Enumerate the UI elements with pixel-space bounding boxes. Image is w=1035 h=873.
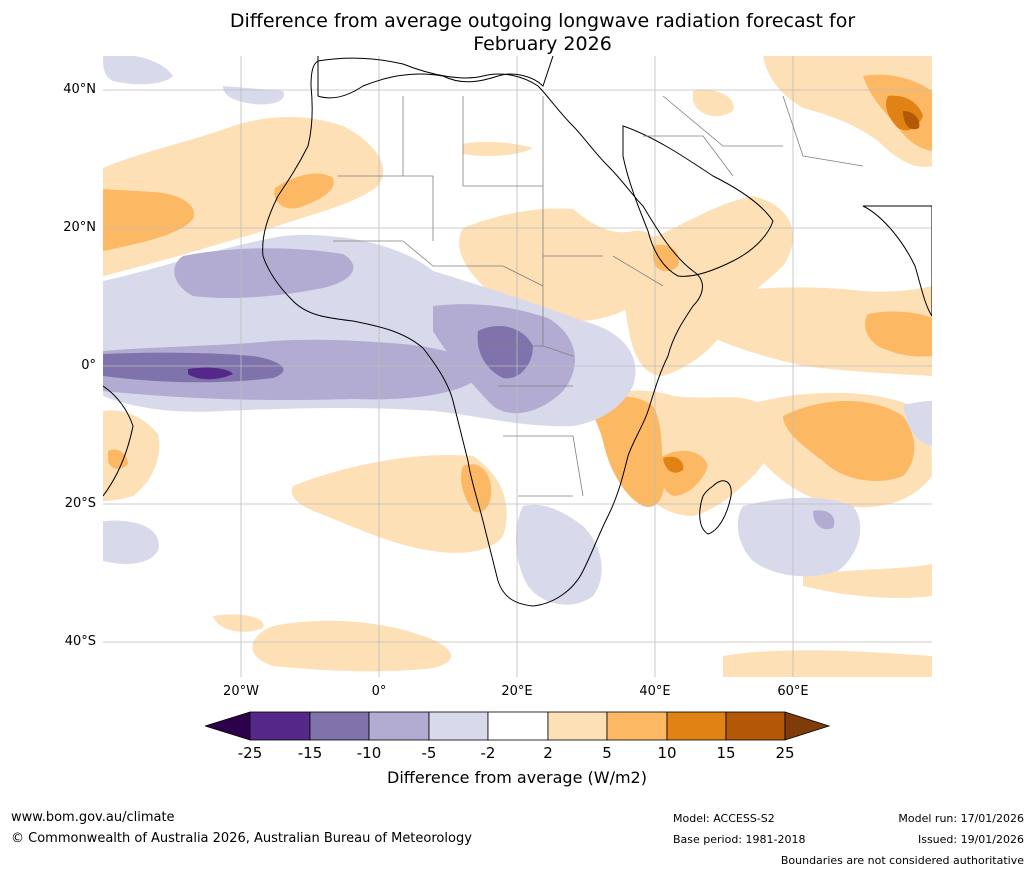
lat-label-40n: 40°N [63, 82, 96, 97]
footer-copyright: © Commonwealth of Australia 2026, Austra… [11, 831, 472, 846]
south-america-coastline [103, 385, 134, 497]
north-atlantic-positive-core [103, 189, 194, 251]
colorbar-segment-9 [725, 711, 786, 741]
footer-model-run: Model run: 17/01/2026 [898, 812, 1024, 825]
colorbar-tick-6: 2 [543, 744, 553, 762]
country-boundaries [333, 95, 864, 497]
lon-label-20w: 20°W [223, 684, 259, 699]
footer-base-period: Base period: 1981-2018 [673, 833, 806, 846]
lat-label-20s: 20°S [64, 496, 96, 511]
coastlines [103, 56, 932, 607]
negative-anomalies [103, 56, 932, 605]
colorbar-tick-1: -25 [237, 744, 263, 762]
colorbar-segment-8 [666, 711, 727, 741]
title-line-2: February 2026 [473, 33, 612, 55]
anomaly-map [103, 56, 932, 677]
lon-label-40e: 40°E [639, 684, 671, 699]
lat-label-0: 0° [81, 358, 96, 373]
colorbar-segment-3 [368, 711, 430, 741]
colorbar-segment-2 [309, 711, 370, 741]
colorbar [205, 711, 831, 741]
lat-label-20n: 20°N [63, 220, 96, 235]
colorbar-tick-10: 25 [775, 744, 795, 762]
africa-coastline [262, 57, 703, 607]
north-atlantic-positive [103, 116, 384, 276]
footer-model: Model: ACCESS-S2 [673, 812, 775, 825]
colorbar-tick-5: -2 [480, 744, 496, 762]
footer-disclaimer: Boundaries are not considered authoritat… [780, 854, 1024, 867]
colorbar-tick-9: 15 [716, 744, 736, 762]
lon-label-20e: 20°E [501, 684, 533, 699]
colorbar-segment-5 [487, 711, 549, 741]
colorbar-segment-1 [249, 711, 311, 741]
colorbar-tick-8: 10 [657, 744, 677, 762]
southern-africa-negative [516, 504, 602, 605]
footer-issued: Issued: 19/01/2026 [917, 833, 1024, 846]
colorbar-segment-4 [428, 711, 489, 741]
colorbar-segment-over [784, 711, 831, 741]
map-panel [103, 56, 932, 677]
footer-website: www.bom.gov.au/climate [11, 810, 175, 825]
lon-label-0: 0° [371, 684, 387, 699]
colorbar-segment-7 [606, 711, 668, 741]
colorbar-segment-under [205, 711, 251, 741]
title-line-1: Difference from average outgoing longwav… [229, 10, 856, 32]
colorbar-tick-2: -15 [297, 744, 323, 762]
colorbar-tick-4: -5 [421, 744, 437, 762]
lat-label-40s: 40°S [64, 634, 96, 649]
arabia-coastline [622, 125, 774, 277]
lon-label-60e: 60°E [777, 684, 809, 699]
colorbar-tick-3: -10 [356, 744, 382, 762]
colorbar-title: Difference from average (W/m2) [387, 768, 647, 787]
india-coastline [862, 205, 932, 317]
colorbar-tick-7: 5 [602, 744, 612, 762]
graticule [103, 56, 932, 677]
europe-coastline [317, 56, 554, 99]
chart-title: Difference from average outgoing longwav… [100, 10, 985, 56]
madagascar-coastline [699, 480, 732, 535]
colorbar-segment-6 [547, 711, 608, 741]
